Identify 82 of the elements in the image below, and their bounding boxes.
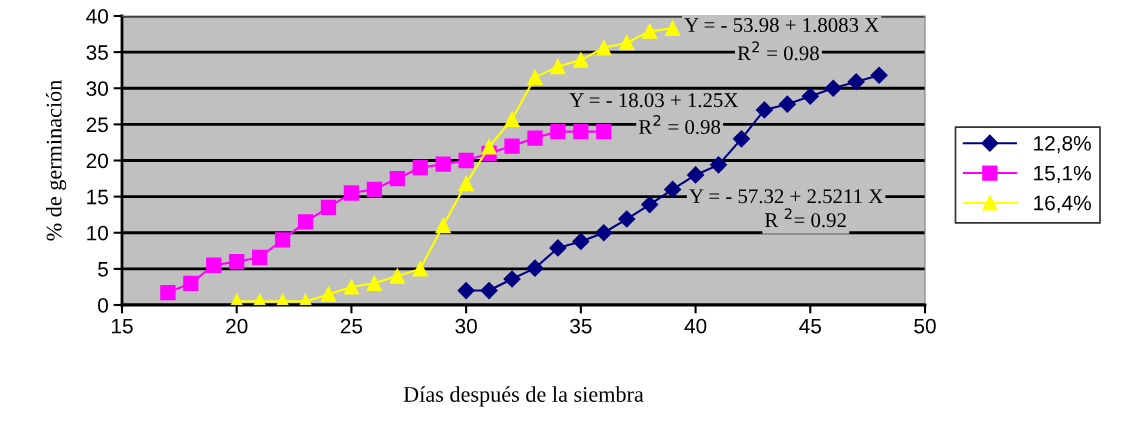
point: [550, 58, 566, 75]
point: [572, 232, 590, 250]
point: [642, 23, 658, 39]
point: [274, 232, 291, 248]
point: [847, 73, 865, 91]
x-axis-title: Días después de la siembra: [403, 386, 644, 407]
point: [801, 87, 819, 105]
point: [252, 249, 268, 265]
point: [573, 52, 589, 68]
x-tick-label: 40: [684, 318, 707, 334]
annotation: Y = - 57.32 + 2.5211 X: [689, 189, 883, 204]
y-axis-title: % de germinación: [45, 80, 67, 241]
point: [596, 123, 612, 140]
point: [504, 111, 520, 127]
y-tick-label: 35: [86, 45, 108, 60]
annotation: R $^{2}$= 0.92: [765, 208, 846, 228]
point: [480, 281, 498, 300]
y-tick-label: 20: [86, 153, 108, 169]
point: [619, 35, 635, 51]
point: [618, 210, 636, 228]
point: [550, 123, 566, 140]
point: [412, 261, 428, 277]
point: [320, 199, 337, 216]
point: [389, 268, 405, 284]
x-tick-label: 15: [112, 318, 133, 334]
y-tick-label: 15: [87, 189, 108, 205]
point: [573, 123, 589, 140]
legend-label: 16,4%: [1034, 195, 1091, 213]
point: [366, 275, 383, 291]
point: [160, 285, 176, 301]
point: [664, 180, 682, 198]
legend-label: 12,8%: [1034, 135, 1091, 154]
point: [229, 254, 245, 270]
point: [824, 79, 842, 97]
annotation: Y = - 18.03 + 1.25X: [569, 93, 739, 108]
point: [412, 160, 428, 176]
point: [183, 275, 199, 291]
point: [870, 66, 888, 84]
x-tick-label: 20: [226, 318, 248, 334]
x-tick-label: 35: [570, 318, 592, 334]
point: [343, 279, 360, 295]
point: [755, 101, 773, 119]
y-tick-label: 5: [98, 262, 108, 277]
x-tick-label: 25: [340, 318, 363, 334]
point: [366, 181, 383, 198]
point: [389, 170, 405, 187]
point: [457, 281, 475, 300]
point: [664, 20, 681, 36]
point: [527, 130, 543, 146]
y-tick-label: 30: [86, 81, 108, 96]
legend-label: 15,1%: [1034, 165, 1091, 183]
point: [297, 214, 314, 230]
point: [709, 156, 728, 174]
point: [503, 270, 521, 288]
point: [458, 175, 474, 192]
point: [641, 196, 659, 214]
x-tick-label: 30: [455, 318, 477, 334]
point: [320, 286, 337, 302]
y-tick-label: 10: [87, 225, 108, 241]
point: [435, 156, 451, 172]
x-tick-label: 45: [799, 318, 821, 334]
point: [549, 239, 567, 257]
y-tick-label: 40: [86, 9, 108, 24]
annotation: Y = - 53.98 + 1.8083 X: [684, 17, 879, 33]
point: [687, 166, 705, 184]
point: [458, 152, 474, 169]
point: [526, 259, 544, 277]
point: [778, 95, 796, 113]
point: [504, 138, 520, 154]
point: [435, 217, 451, 234]
x-tick-label: 50: [914, 318, 936, 334]
y-tick-label: 0: [98, 298, 108, 313]
point: [596, 40, 612, 56]
y-tick-label: 25: [86, 117, 108, 133]
point: [595, 224, 613, 242]
annotation: R$^{2}$ = 0.98: [638, 115, 721, 135]
point: [343, 185, 360, 201]
point: [481, 139, 497, 155]
point: [527, 69, 543, 86]
point: [732, 130, 751, 148]
point: [206, 257, 222, 273]
annotation: R$^{2}$ = 0.98: [737, 41, 819, 61]
